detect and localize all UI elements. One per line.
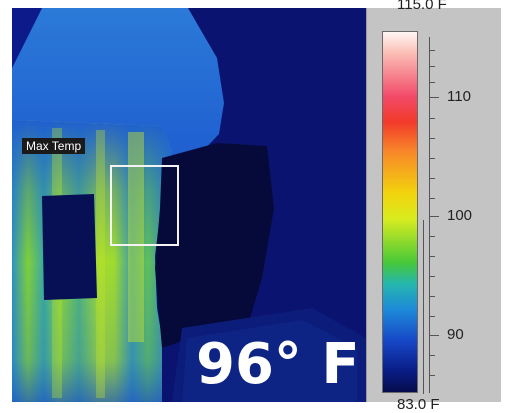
- scale-tick: [429, 50, 435, 51]
- scale-indicator: [423, 220, 424, 394]
- scale-tick-major: [429, 216, 439, 217]
- thermal-scene: [12, 8, 366, 402]
- scale-bottom-value: 83.0 F: [397, 396, 440, 413]
- max-temp-label: Max Temp: [22, 138, 86, 154]
- scale-tick: [429, 138, 435, 139]
- scale-tick: [429, 178, 435, 179]
- scale-top-value: 115.0 F: [397, 0, 447, 13]
- scale-tick: [429, 158, 435, 159]
- color-scale-panel: 115.0 F 110 100 90 83.0 F: [366, 0, 501, 413]
- scale-tick: [429, 256, 435, 257]
- scale-tick: [429, 118, 435, 119]
- scale-tick: [429, 198, 435, 199]
- scale-tick: [429, 375, 435, 376]
- scale-tick: [429, 236, 435, 237]
- scale-label-110: 110: [447, 88, 471, 105]
- scale-tick: [429, 82, 435, 83]
- scale-label-90: 90: [447, 326, 464, 343]
- scale-tick-major: [429, 335, 439, 336]
- max-temp-box[interactable]: [110, 165, 179, 246]
- scale-tick: [429, 316, 435, 317]
- scale-tick: [429, 355, 435, 356]
- scale-tick: [429, 276, 435, 277]
- scale-axis: [429, 37, 430, 393]
- color-scale-bar: [382, 31, 418, 393]
- temperature-reading: 96° F: [196, 332, 360, 397]
- scale-tick: [429, 66, 435, 67]
- scale-tick-major: [429, 97, 439, 98]
- thermal-image: [12, 8, 366, 402]
- scale-label-100: 100: [447, 207, 473, 224]
- scale-tick: [429, 296, 435, 297]
